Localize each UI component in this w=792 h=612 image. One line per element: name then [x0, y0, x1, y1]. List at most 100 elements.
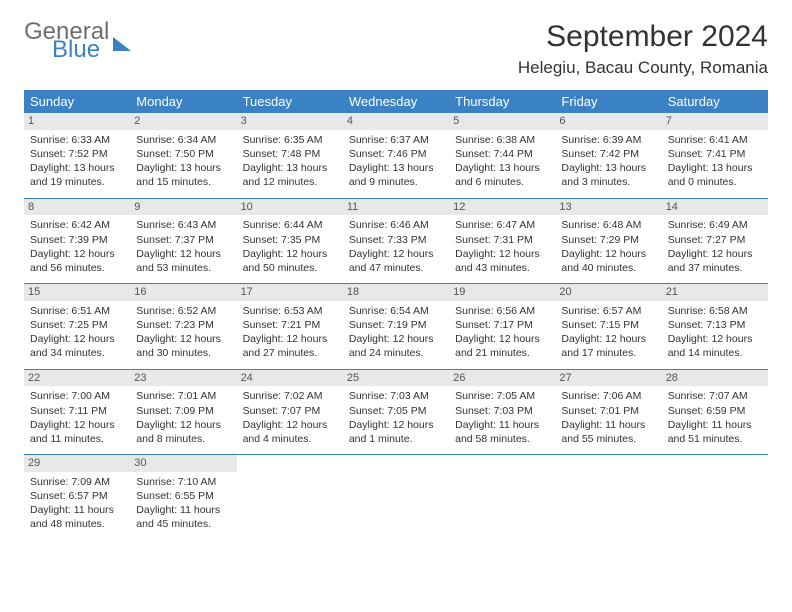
day-cell: 18Sunrise: 6:54 AMSunset: 7:19 PMDayligh…	[343, 284, 449, 370]
day-cell: 29 Sunrise: 7:09 AMSunset: 6:57 PMDayligh…	[24, 455, 130, 540]
weekday-header: Sunday	[24, 90, 130, 113]
sunrise-line: Sunrise: 7:07 AM	[668, 389, 762, 403]
daylight-line: Daylight: 12 hours and 40 minutes.	[561, 247, 655, 275]
sunset-line: Sunset: 7:07 PM	[243, 404, 337, 418]
day-cell: 27Sunrise: 7:06 AMSunset: 7:01 PMDayligh…	[555, 369, 661, 455]
daylight-line: Daylight: 12 hours and 47 minutes.	[349, 247, 443, 275]
day-number: 17	[237, 284, 343, 301]
sunset-line: Sunset: 7:11 PM	[30, 404, 124, 418]
day-cell: 25Sunrise: 7:03 AMSunset: 7:05 PMDayligh…	[343, 369, 449, 455]
sunrise-line: Sunrise: 6:58 AM	[668, 304, 762, 318]
day-cell: 23Sunrise: 7:01 AMSunset: 7:09 PMDayligh…	[130, 369, 236, 455]
day-number: 24	[237, 370, 343, 387]
day-cell: 15Sunrise: 6:51 AMSunset: 7:25 PMDayligh…	[24, 284, 130, 370]
sunset-line: Sunset: 7:17 PM	[455, 318, 549, 332]
day-number: 9	[130, 199, 236, 216]
day-cell: 10Sunrise: 6:44 AMSunset: 7:35 PMDayligh…	[237, 198, 343, 284]
sunset-line: Sunset: 7:50 PM	[136, 147, 230, 161]
daylight-line: Daylight: 11 hours and 48 minutes.	[30, 503, 124, 531]
daylight-line: Daylight: 12 hours and 14 minutes.	[668, 332, 762, 360]
daylight-line: Daylight: 12 hours and 27 minutes.	[243, 332, 337, 360]
day-cell: 4Sunrise: 6:37 AMSunset: 7:46 PMDaylight…	[343, 113, 449, 198]
daylight-line: Daylight: 12 hours and 34 minutes.	[30, 332, 124, 360]
sunrise-line: Sunrise: 6:35 AM	[243, 133, 337, 147]
sunset-line: Sunset: 7:27 PM	[668, 233, 762, 247]
logo-text-blue: Blue	[52, 38, 109, 62]
daylight-line: Daylight: 12 hours and 24 minutes.	[349, 332, 443, 360]
location: Helegiu, Bacau County, Romania	[518, 58, 768, 78]
weekday-header: Saturday	[662, 90, 768, 113]
sunrise-line: Sunrise: 7:05 AM	[455, 389, 549, 403]
day-cell: 13Sunrise: 6:48 AMSunset: 7:29 PMDayligh…	[555, 198, 661, 284]
sunset-line: Sunset: 7:35 PM	[243, 233, 337, 247]
sunset-line: Sunset: 7:23 PM	[136, 318, 230, 332]
weekday-header: Tuesday	[237, 90, 343, 113]
sunrise-line: Sunrise: 7:01 AM	[136, 389, 230, 403]
sunset-line: Sunset: 7:01 PM	[561, 404, 655, 418]
sunrise-line: Sunrise: 7:03 AM	[349, 389, 443, 403]
day-number: 6	[555, 113, 661, 130]
sunset-line: Sunset: 6:57 PM	[30, 489, 124, 503]
day-number: 16	[130, 284, 236, 301]
daylight-line: Daylight: 12 hours and 53 minutes.	[136, 247, 230, 275]
sunrise-line: Sunrise: 6:43 AM	[136, 218, 230, 232]
day-number: 26	[449, 370, 555, 387]
day-cell: 22Sunrise: 7:00 AMSunset: 7:11 PMDayligh…	[24, 369, 130, 455]
sunset-line: Sunset: 7:09 PM	[136, 404, 230, 418]
day-number: 1	[24, 113, 130, 130]
calendar: SundayMondayTuesdayWednesdayThursdayFrid…	[24, 90, 768, 540]
day-number: 25	[343, 370, 449, 387]
calendar-head: SundayMondayTuesdayWednesdayThursdayFrid…	[24, 90, 768, 113]
sunset-line: Sunset: 6:59 PM	[668, 404, 762, 418]
day-number: 29	[24, 455, 130, 472]
day-number: 7	[662, 113, 768, 130]
sunrise-line: Sunrise: 7:00 AM	[30, 389, 124, 403]
logo: General Blue	[24, 20, 131, 62]
day-number: 4	[343, 113, 449, 130]
sunset-line: Sunset: 7:42 PM	[561, 147, 655, 161]
title-block: September 2024 Helegiu, Bacau County, Ro…	[518, 20, 768, 78]
sunrise-line: Sunrise: 6:34 AM	[136, 133, 230, 147]
day-cell: 8Sunrise: 6:42 AMSunset: 7:39 PMDaylight…	[24, 198, 130, 284]
sunrise-line: Sunrise: 7:06 AM	[561, 389, 655, 403]
day-cell: 11Sunrise: 6:46 AMSunset: 7:33 PMDayligh…	[343, 198, 449, 284]
sunset-line: Sunset: 7:41 PM	[668, 147, 762, 161]
day-number: 18	[343, 284, 449, 301]
sunrise-line: Sunrise: 6:53 AM	[243, 304, 337, 318]
logo-sail-icon	[113, 37, 131, 51]
weekday-header: Friday	[555, 90, 661, 113]
sunrise-line: Sunrise: 7:02 AM	[243, 389, 337, 403]
day-number: 20	[555, 284, 661, 301]
sunrise-line: Sunrise: 6:56 AM	[455, 304, 549, 318]
day-number: 28	[662, 370, 768, 387]
day-cell: 20Sunrise: 6:57 AMSunset: 7:15 PMDayligh…	[555, 284, 661, 370]
day-cell: 5Sunrise: 6:38 AMSunset: 7:44 PMDaylight…	[449, 113, 555, 198]
daylight-line: Daylight: 12 hours and 30 minutes.	[136, 332, 230, 360]
sunrise-line: Sunrise: 6:51 AM	[30, 304, 124, 318]
day-number: 8	[24, 199, 130, 216]
sunset-line: Sunset: 7:29 PM	[561, 233, 655, 247]
daylight-line: Daylight: 12 hours and 21 minutes.	[455, 332, 549, 360]
day-cell	[343, 455, 449, 540]
day-number: 21	[662, 284, 768, 301]
sunset-line: Sunset: 7:33 PM	[349, 233, 443, 247]
day-number: 23	[130, 370, 236, 387]
daylight-line: Daylight: 12 hours and 50 minutes.	[243, 247, 337, 275]
sunrise-line: Sunrise: 6:41 AM	[668, 133, 762, 147]
sunrise-line: Sunrise: 6:42 AM	[30, 218, 124, 232]
day-cell	[449, 455, 555, 540]
sunset-line: Sunset: 7:13 PM	[668, 318, 762, 332]
daylight-line: Daylight: 13 hours and 12 minutes.	[243, 161, 337, 189]
sunrise-line: Sunrise: 6:57 AM	[561, 304, 655, 318]
day-cell: 14Sunrise: 6:49 AMSunset: 7:27 PMDayligh…	[662, 198, 768, 284]
sunset-line: Sunset: 7:37 PM	[136, 233, 230, 247]
sunset-line: Sunset: 7:19 PM	[349, 318, 443, 332]
sunset-line: Sunset: 7:21 PM	[243, 318, 337, 332]
day-cell: 28Sunrise: 7:07 AMSunset: 6:59 PMDayligh…	[662, 369, 768, 455]
sunrise-line: Sunrise: 7:09 AM	[30, 475, 124, 489]
daylight-line: Daylight: 13 hours and 19 minutes.	[30, 161, 124, 189]
weekday-header: Wednesday	[343, 90, 449, 113]
sunset-line: Sunset: 7:52 PM	[30, 147, 124, 161]
day-number: 13	[555, 199, 661, 216]
daylight-line: Daylight: 12 hours and 17 minutes.	[561, 332, 655, 360]
